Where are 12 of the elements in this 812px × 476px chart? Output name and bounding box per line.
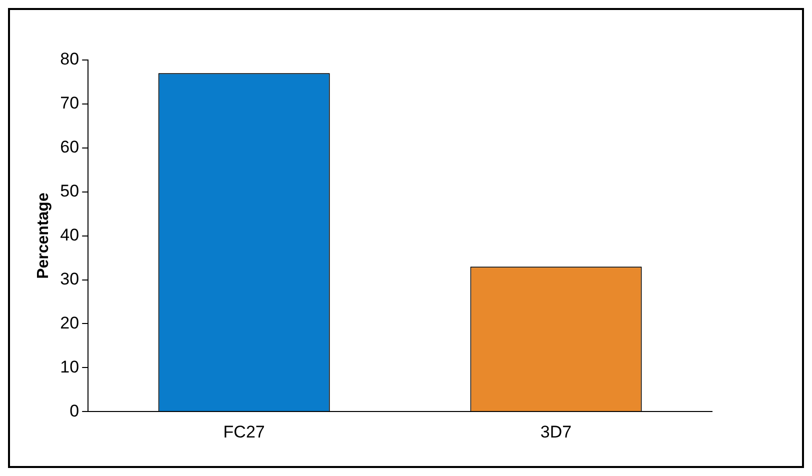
x-tick-label: 3D7 <box>540 422 572 442</box>
y-tick-label: 10 <box>60 357 80 376</box>
y-tick-label: 70 <box>60 94 80 113</box>
y-tick-label: 40 <box>60 225 80 244</box>
y-tick-label: 50 <box>60 182 80 201</box>
y-tick-label: 0 <box>70 401 80 420</box>
x-tick-label: FC27 <box>223 422 265 442</box>
y-tick-label: 30 <box>60 269 80 288</box>
y-tick-label: 60 <box>60 138 80 157</box>
y-tick-label: 80 <box>60 50 80 69</box>
y-tick-label: 20 <box>60 313 80 332</box>
y-axis-title: Percentage <box>35 192 52 279</box>
